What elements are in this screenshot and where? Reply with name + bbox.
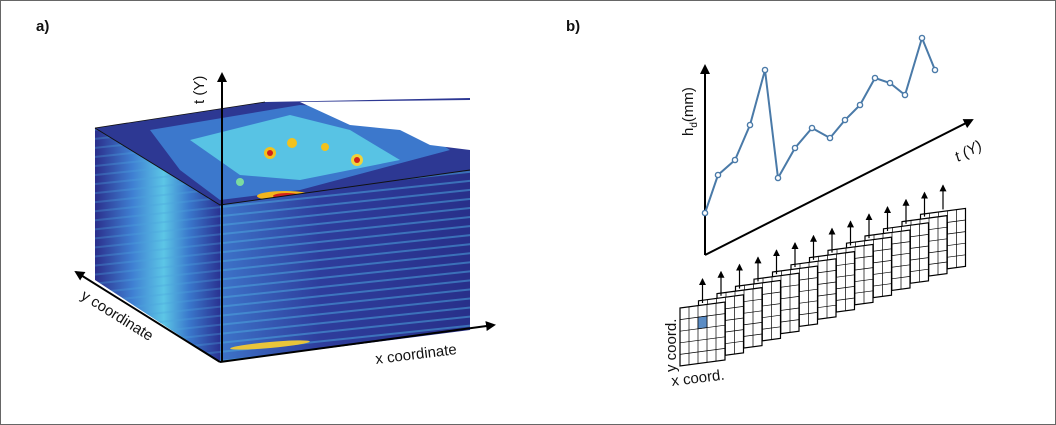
signal-point xyxy=(746,121,754,129)
heatmap-cube xyxy=(94,98,471,362)
axes-a xyxy=(74,72,496,363)
signal-point xyxy=(856,101,864,109)
signal-point xyxy=(774,174,782,182)
panel-label: b) xyxy=(566,18,580,35)
axis-label-unit: (mm) xyxy=(680,87,697,122)
signal-point xyxy=(791,144,799,152)
signal-line xyxy=(701,34,939,217)
axis-label: x coord. xyxy=(670,367,725,390)
signal-point xyxy=(918,34,926,42)
frame-face xyxy=(679,301,726,367)
signal-point xyxy=(871,74,879,82)
signal-point xyxy=(808,124,816,132)
signal-point xyxy=(714,171,722,179)
signal-point xyxy=(701,209,709,217)
grid-line xyxy=(679,348,726,355)
axis-label: t (Y) xyxy=(191,76,208,104)
panel-label: a) xyxy=(36,18,49,35)
signal-point xyxy=(931,66,939,74)
axis-label: t (Y) xyxy=(952,137,985,165)
axis-label-main: h xyxy=(680,128,697,136)
signal-point xyxy=(901,91,909,99)
axis-label: y coord. xyxy=(663,319,680,372)
axis-label: hd(mm) xyxy=(680,87,700,136)
grid-line xyxy=(679,336,726,344)
axis-label: x coordinate xyxy=(374,341,457,368)
signal-point xyxy=(841,116,849,124)
signal-point xyxy=(826,134,834,142)
signal-point xyxy=(731,156,739,164)
signal-point xyxy=(886,79,894,87)
signal-point xyxy=(761,66,769,74)
grid-frame xyxy=(679,278,726,367)
frames xyxy=(679,184,967,367)
pixel xyxy=(697,315,708,330)
axis-label-sub: d xyxy=(689,122,700,128)
axes-b xyxy=(700,64,974,256)
